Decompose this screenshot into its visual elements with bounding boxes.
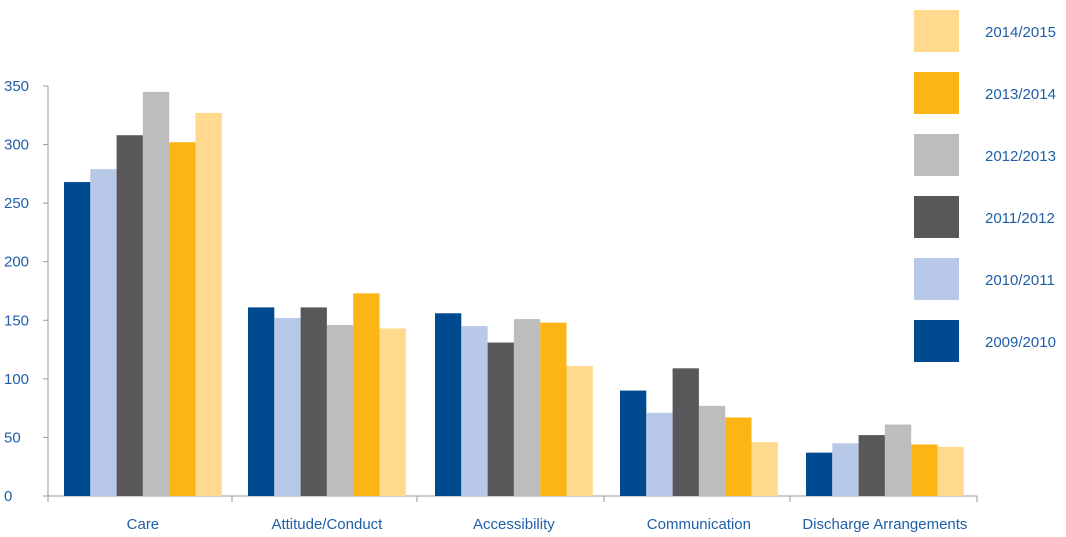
bar-2013-2014-care xyxy=(169,142,196,496)
y-tick-label: 300 xyxy=(4,137,29,154)
y-tick-label: 250 xyxy=(4,195,29,212)
x-category-label: Discharge Arrangements xyxy=(802,516,967,533)
bar-2009-2010-accessibility xyxy=(435,313,462,496)
legend-label: 2010/2011 xyxy=(985,272,1055,289)
bar-2011-2012-accessibility xyxy=(487,342,514,496)
legend-swatch xyxy=(914,72,959,114)
bar-2014-2015-accessibility xyxy=(566,365,593,496)
legend-label: 2009/2010 xyxy=(985,334,1056,351)
bar-2012-2013-attitude-conduct xyxy=(326,324,354,496)
legend-swatch xyxy=(914,258,959,300)
legend-swatch xyxy=(914,320,959,362)
bar-2013-2014-communication xyxy=(725,417,752,496)
bar-2009-2010-discharge-arrangements xyxy=(806,452,833,496)
bar-2013-2014-attitude-conduct xyxy=(353,293,380,496)
bar-2010-2011-discharge-arrangements xyxy=(832,443,859,496)
bar-2010-2011-attitude-conduct xyxy=(274,317,301,496)
y-tick-label: 100 xyxy=(4,371,29,388)
x-category-label: Accessibility xyxy=(473,516,555,533)
y-tick-label: 50 xyxy=(4,429,21,446)
legend-swatch xyxy=(914,10,959,52)
bar-2014-2015-care xyxy=(195,112,222,496)
y-tick-label: 200 xyxy=(4,254,29,271)
y-tick-label: 0 xyxy=(4,488,12,505)
bar-2012-2013-discharge-arrangements xyxy=(884,424,912,496)
bar-2014-2015-discharge-arrangements xyxy=(937,446,964,496)
bar-2012-2013-communication xyxy=(698,405,726,496)
bar-2010-2011-care xyxy=(90,169,117,496)
bar-2014-2015-attitude-conduct xyxy=(379,328,406,496)
bar-2012-2013-care xyxy=(142,91,170,496)
bar-2011-2012-attitude-conduct xyxy=(300,307,327,496)
legend-label: 2013/2014 xyxy=(985,86,1056,103)
legend-label: 2014/2015 xyxy=(985,24,1056,41)
x-category-label: Attitude/Conduct xyxy=(271,516,383,533)
bar-2009-2010-communication xyxy=(620,390,647,496)
bar-2011-2012-care xyxy=(116,135,143,496)
legend-label: 2011/2012 xyxy=(985,210,1055,227)
y-tick-label: 350 xyxy=(4,78,29,95)
legend-swatch xyxy=(914,134,959,176)
bar-2010-2011-communication xyxy=(646,412,673,496)
bar-2013-2014-accessibility xyxy=(540,322,567,496)
bar-2014-2015-communication xyxy=(751,442,778,496)
bar-2010-2011-accessibility xyxy=(461,326,488,496)
bar-2013-2014-discharge-arrangements xyxy=(911,444,938,496)
legend-swatch xyxy=(914,196,959,238)
bar-2009-2010-care xyxy=(64,182,91,497)
legend-label: 2012/2013 xyxy=(985,148,1056,165)
x-category-label: Care xyxy=(127,516,160,533)
x-category-label: Communication xyxy=(647,516,751,533)
bar-2009-2010-attitude-conduct xyxy=(248,307,275,496)
bar-2011-2012-discharge-arrangements xyxy=(858,435,885,496)
bar-2012-2013-accessibility xyxy=(513,319,541,496)
bar-2011-2012-communication xyxy=(672,368,699,496)
y-tick-label: 150 xyxy=(4,312,29,329)
